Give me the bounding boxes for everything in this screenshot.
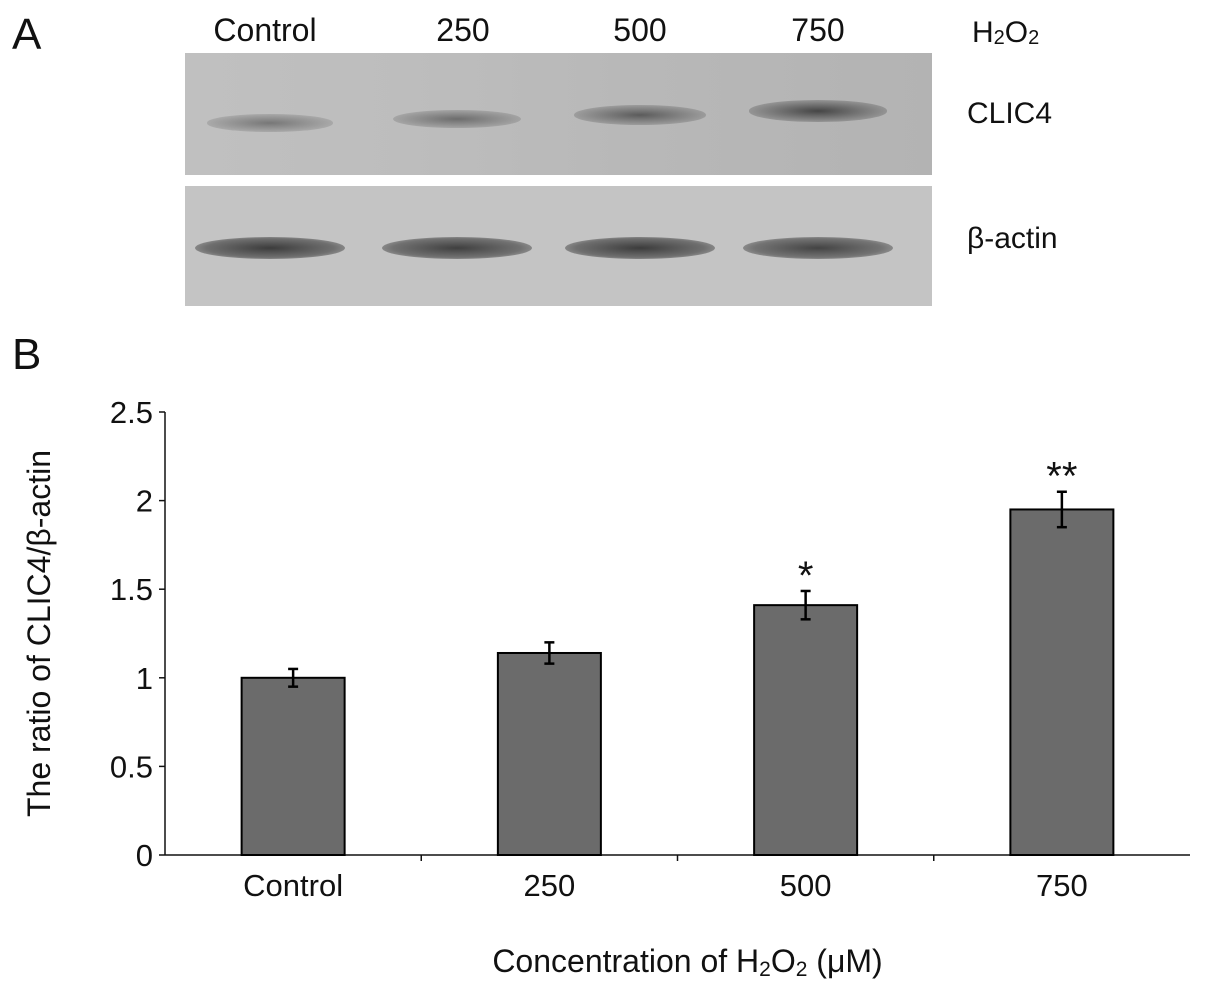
x-tick-label: 750: [1036, 868, 1088, 903]
y-tick-label: 0.5: [110, 749, 153, 784]
actin-band: [565, 237, 715, 259]
clic4-blot-strip: [185, 53, 932, 175]
panel-label-a: A: [12, 10, 42, 59]
x-axis-label: Concentration of H2O2 (μM): [492, 943, 882, 981]
actin-band: [195, 237, 345, 259]
x-tick-label: 250: [524, 868, 576, 903]
clic4-band: [392, 109, 522, 129]
y-tick-label: 1.5: [110, 572, 153, 607]
lane-label-250: 250: [436, 12, 490, 48]
x-tick-label: 500: [780, 868, 832, 903]
actin-band: [382, 237, 532, 259]
clic4-band: [573, 105, 707, 125]
lane-label-750: 750: [791, 12, 845, 48]
bar: [1009, 508, 1115, 856]
y-tick-label: 0: [136, 838, 153, 873]
significance-marker: **: [1046, 455, 1077, 499]
x-tick-label: Control: [243, 868, 343, 903]
bar: [496, 651, 602, 856]
lane-label-control: Control: [213, 12, 317, 48]
bar: [753, 604, 859, 857]
blot-label-clic4: CLIC4: [967, 97, 1053, 130]
y-tick-label: 1: [136, 661, 153, 696]
y-tick-label: 2: [136, 484, 153, 519]
y-tick-label: 2.5: [110, 395, 153, 430]
actin-blot-strip: [185, 186, 932, 306]
bar: [240, 676, 346, 856]
lane-label-500: 500: [613, 12, 667, 48]
treatment-label: H2O2: [972, 16, 1040, 49]
blot-label-actin: β-actin: [967, 222, 1058, 255]
significance-marker: *: [798, 554, 814, 598]
actin-band: [743, 237, 893, 259]
panel-label-b: B: [12, 330, 42, 379]
y-axis-label: The ratio of CLIC4/β-actin: [21, 450, 57, 817]
clic4-band: [749, 100, 887, 122]
clic4-band: [206, 114, 334, 132]
